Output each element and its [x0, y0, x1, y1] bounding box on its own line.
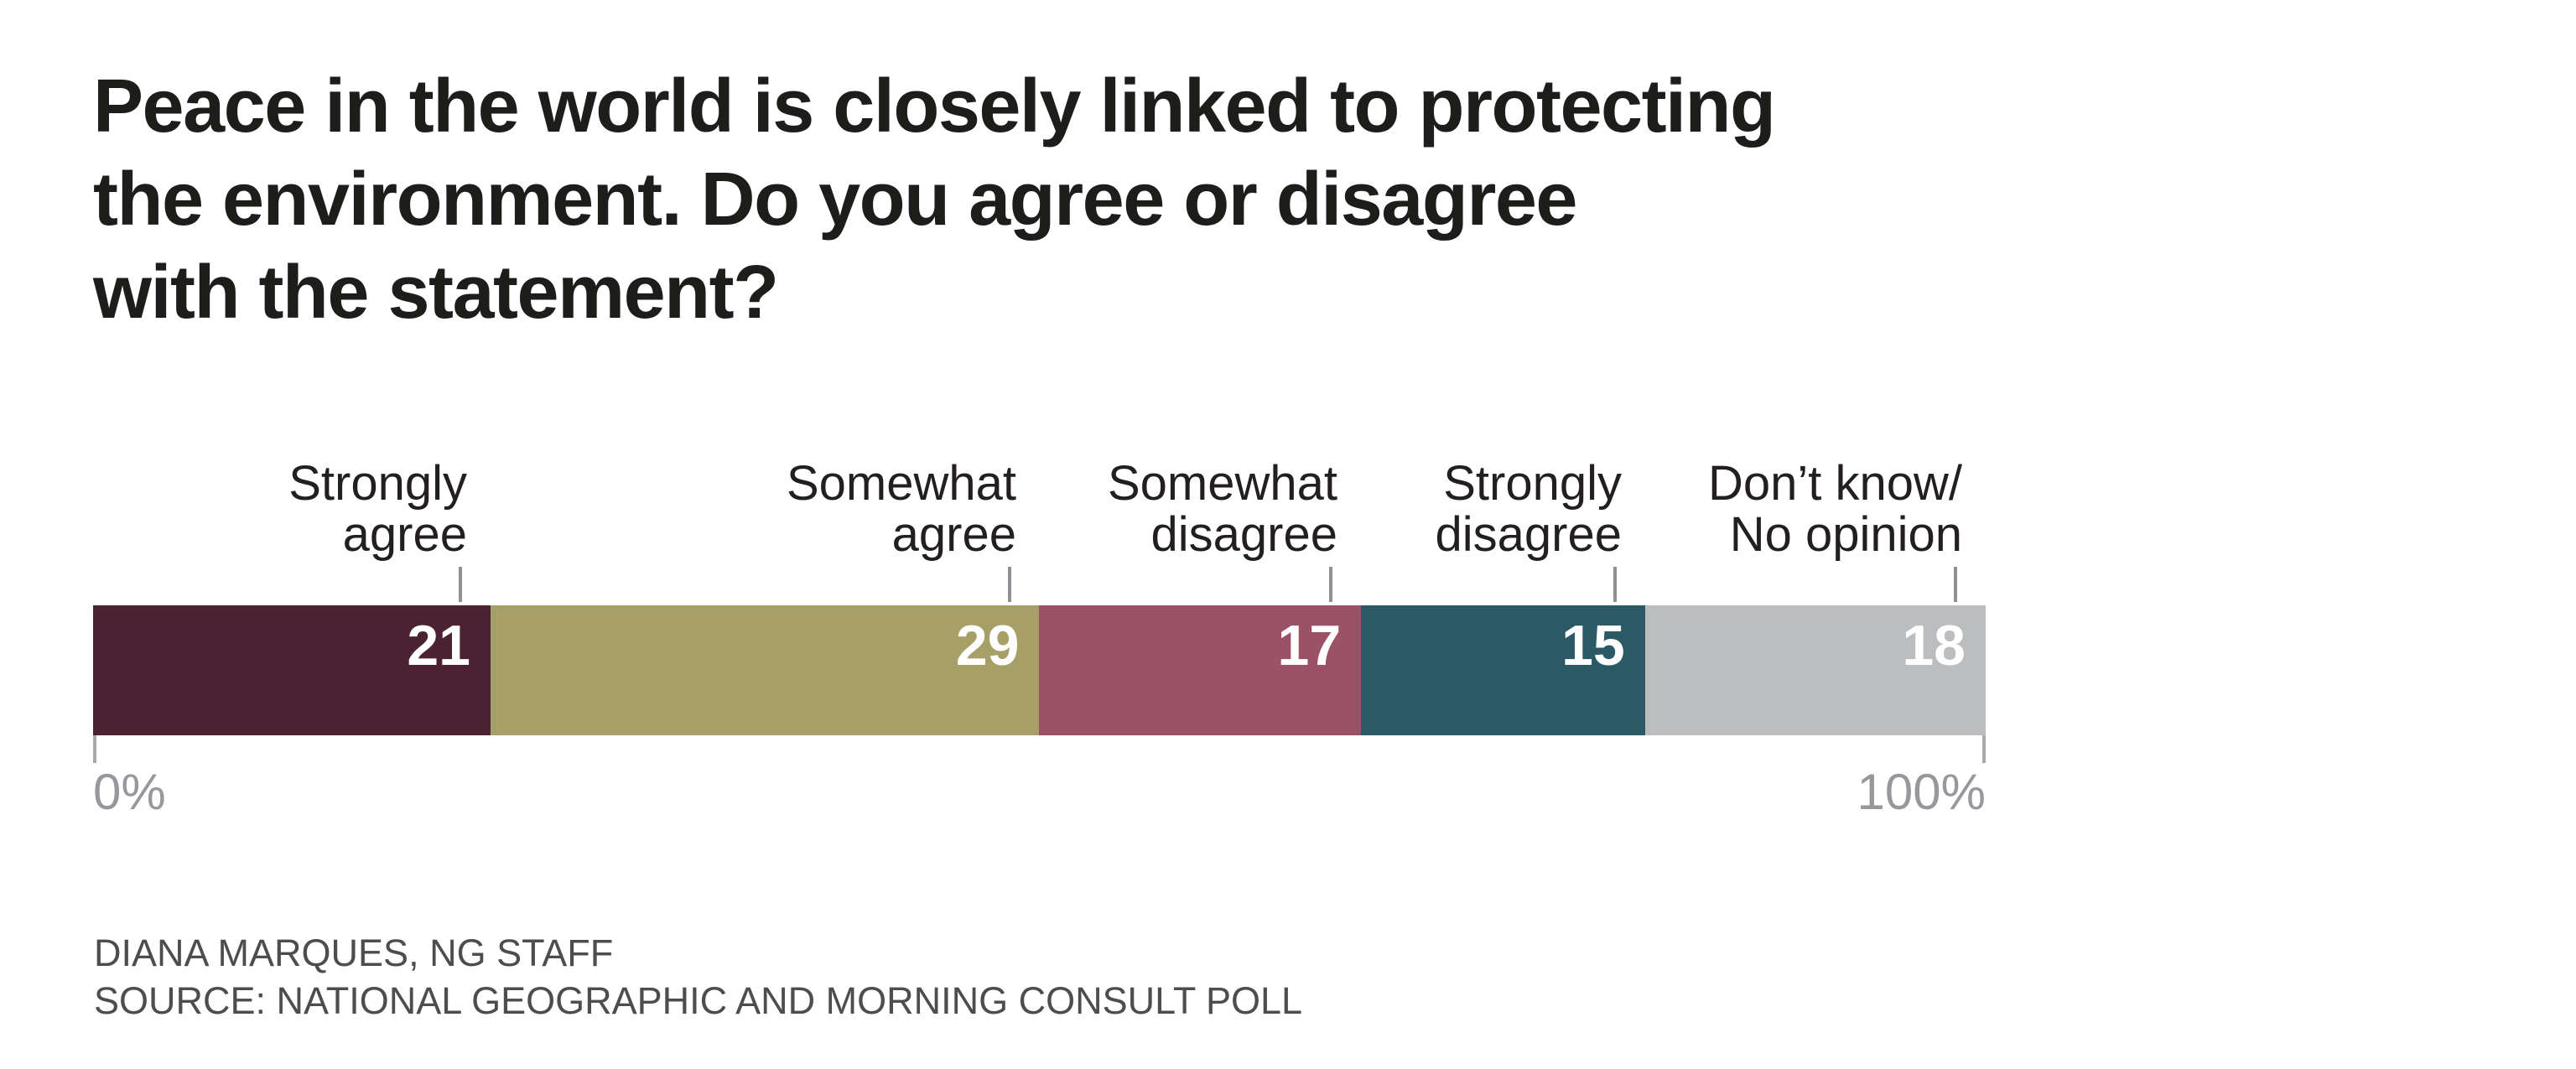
- bar-segment-strongly-disagree: 15: [1361, 605, 1645, 735]
- chart-title: Peace in the world is closely linked to …: [93, 60, 1776, 340]
- value-label-strongly-agree: 21: [407, 614, 470, 677]
- category-label-somewhat-disagree: Somewhat disagree: [1107, 456, 1337, 562]
- axis-label-100: 100%: [1857, 764, 1986, 820]
- value-label-somewhat-disagree: 17: [1277, 614, 1342, 677]
- label-tick-somewhat-disagree: [1329, 567, 1332, 602]
- category-labels-row: Strongly agree Somewhat agree Somewhat d…: [0, 456, 2576, 562]
- bar-segment-somewhat-disagree: 17: [1039, 605, 1362, 735]
- bar-segment-somewhat-agree: 29: [490, 605, 1040, 735]
- bar-segment-strongly-agree: 21: [93, 605, 491, 735]
- chart-title-line: the environment. Do you agree or disagre…: [93, 158, 1577, 241]
- value-label-somewhat-agree: 29: [955, 614, 1020, 677]
- bar-segment-dont-know: 18: [1644, 605, 1986, 735]
- chart-title-line: Peace in the world is closely linked to …: [93, 65, 1776, 148]
- label-tick-dont-know: [1954, 567, 1957, 602]
- category-label-somewhat-agree: Somewhat agree: [786, 456, 1016, 562]
- chart-title-line: with the statement?: [93, 251, 779, 335]
- credit-source: SOURCE: NATIONAL GEOGRAPHIC AND MORNING …: [94, 979, 1303, 1022]
- credits: DIANA MARQUES, NG STAFF SOURCE: NATIONAL…: [94, 929, 1302, 1025]
- label-tick-somewhat-agree: [1008, 567, 1011, 602]
- value-label-dont-know: 18: [1902, 614, 1966, 677]
- category-label-dont-know: Don’t know/ No opinion: [1707, 456, 1962, 562]
- axis-tick-0: [93, 735, 96, 763]
- category-label-strongly-agree: Strongly agree: [288, 456, 467, 562]
- stacked-bar: 21 29 17 15 18: [93, 605, 1986, 735]
- label-tick-strongly-disagree: [1613, 567, 1617, 602]
- credit-byline: DIANA MARQUES, NG STAFF: [94, 931, 614, 974]
- axis-tick-100: [1982, 735, 1986, 763]
- category-label-strongly-disagree: Strongly disagree: [1435, 456, 1622, 562]
- label-tick-strongly-agree: [459, 567, 462, 602]
- axis-label-0: 0%: [93, 764, 166, 820]
- value-label-strongly-disagree: 15: [1561, 614, 1625, 677]
